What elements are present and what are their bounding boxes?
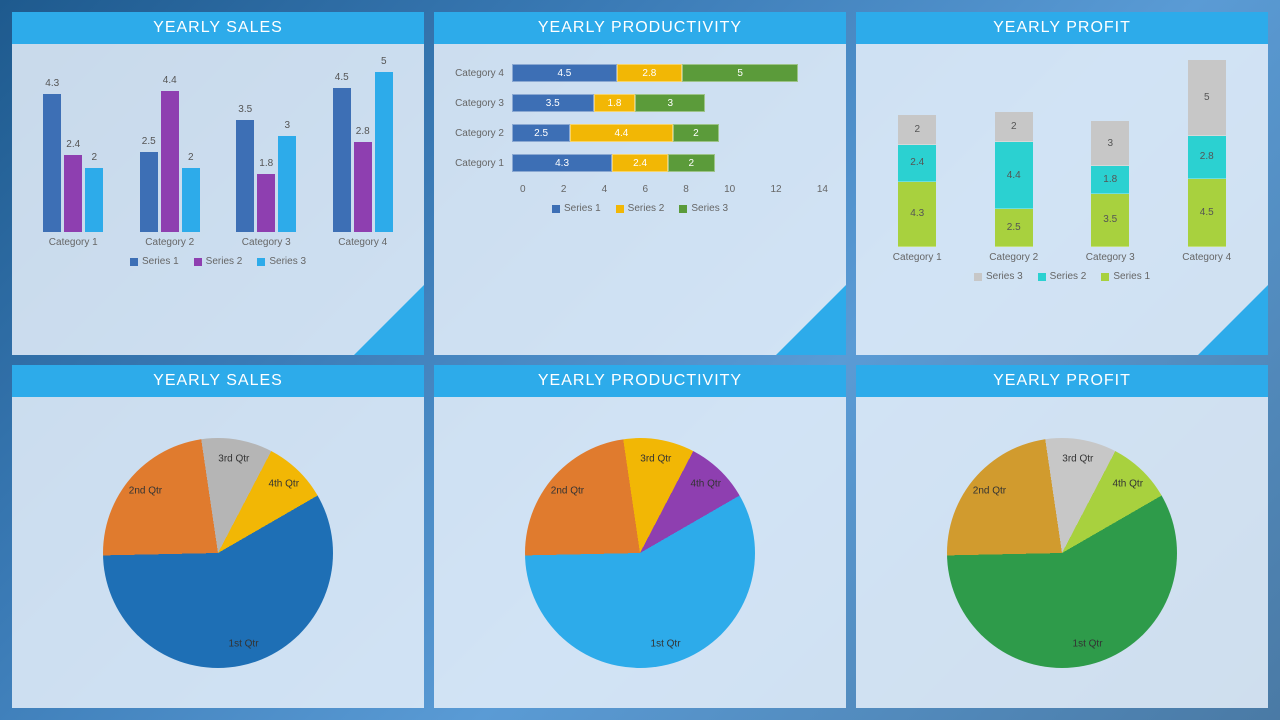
category-labels: Category 1Category 2Category 3Category 4 [20, 232, 416, 248]
panel-title: YEARLY PRODUCTIVITY [434, 365, 846, 397]
hbar-chart: Category 44.52.85Category 33.51.83Catego… [442, 64, 838, 172]
pie-chart: 1st Qtr2nd Qtr3rd Qtr4th Qtr [103, 438, 333, 668]
chart-legend: Series 3Series 2Series 1 [864, 263, 1260, 282]
x-axis: 02468101214 [442, 184, 838, 195]
pie-body: 1st Qtr2nd Qtr3rd Qtr4th Qtr [856, 397, 1268, 708]
sales-bar-panel: YEARLY SALES 4.32.422.54.423.51.834.52.8… [12, 12, 424, 355]
chart-legend: Series 1Series 2Series 3 [20, 248, 416, 267]
panel-title: YEARLY PROFIT [856, 12, 1268, 44]
pie-body: 1st Qtr2nd Qtr3rd Qtr4th Qtr [12, 397, 424, 708]
grouped-bar-chart: 4.32.422.54.423.51.834.52.85 [20, 52, 416, 232]
pie-container: 1st Qtr2nd Qtr3rd Qtr4th Qtr [442, 405, 838, 700]
corner-decoration [1198, 285, 1268, 355]
pie-body: 1st Qtr2nd Qtr3rd Qtr4th Qtr [434, 397, 846, 708]
pie-chart: 1st Qtr2nd Qtr3rd Qtr4th Qtr [525, 438, 755, 668]
profit-pie-panel: YEARLY PROFIT 1st Qtr2nd Qtr3rd Qtr4th Q… [856, 365, 1268, 708]
productivity-hbar-panel: YEARLY PRODUCTIVITY Category 44.52.85Cat… [434, 12, 846, 355]
pie-container: 1st Qtr2nd Qtr3rd Qtr4th Qtr [20, 405, 416, 700]
category-labels: Category 1Category 2Category 3Category 4 [864, 247, 1260, 263]
panel-title: YEARLY SALES [12, 365, 424, 397]
productivity-pie-panel: YEARLY PRODUCTIVITY 1st Qtr2nd Qtr3rd Qt… [434, 365, 846, 708]
chart-legend: Series 1Series 2Series 3 [442, 195, 838, 214]
corner-decoration [354, 285, 424, 355]
panel-title: YEARLY SALES [12, 12, 424, 44]
pie-container: 1st Qtr2nd Qtr3rd Qtr4th Qtr [864, 405, 1260, 700]
corner-decoration [776, 285, 846, 355]
stacked-bar-chart: 4.32.422.54.423.51.834.52.85 [864, 52, 1260, 247]
profit-stacked-panel: YEARLY PROFIT 4.32.422.54.423.51.834.52.… [856, 12, 1268, 355]
sales-pie-panel: YEARLY SALES 1st Qtr2nd Qtr3rd Qtr4th Qt… [12, 365, 424, 708]
pie-chart: 1st Qtr2nd Qtr3rd Qtr4th Qtr [947, 438, 1177, 668]
panel-title: YEARLY PRODUCTIVITY [434, 12, 846, 44]
panel-title: YEARLY PROFIT [856, 365, 1268, 397]
